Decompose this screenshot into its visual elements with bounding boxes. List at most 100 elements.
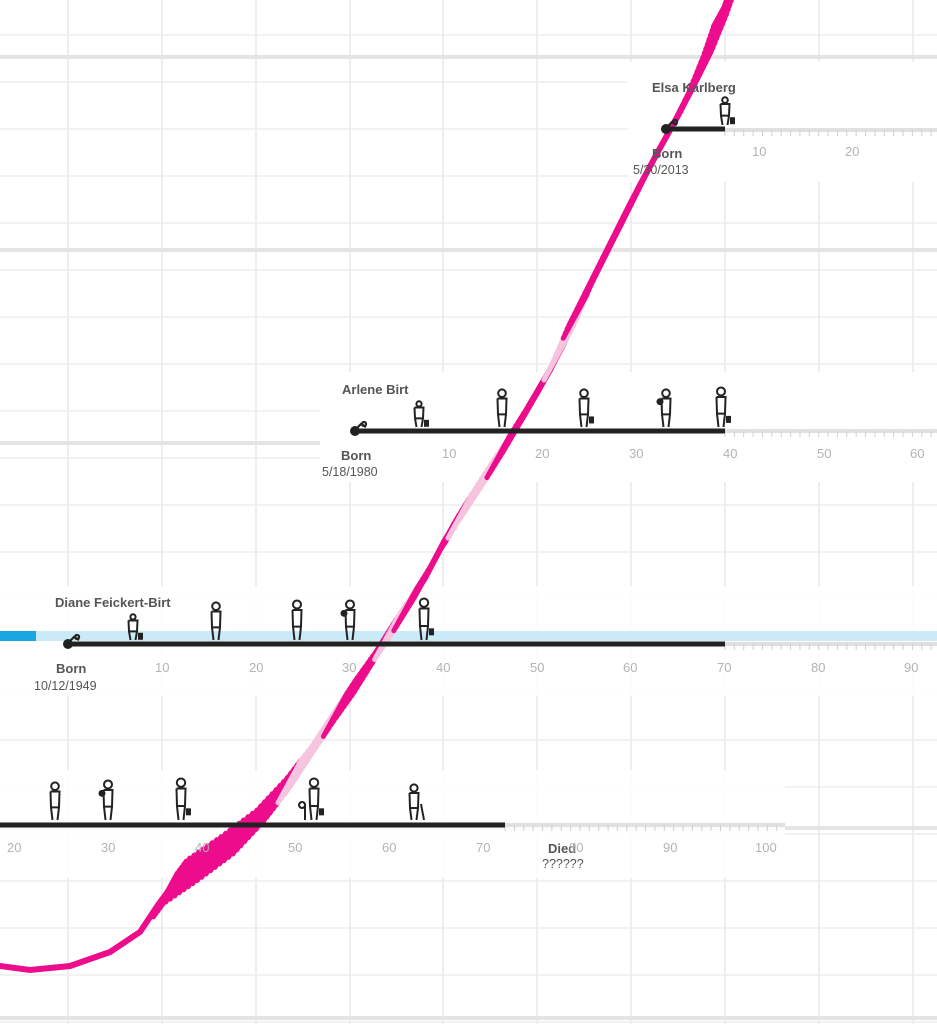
baby-icon xyxy=(68,633,81,643)
curve-segment-dark xyxy=(560,0,734,341)
briefcase-shape xyxy=(730,117,735,125)
person-backdrop xyxy=(628,62,937,182)
adult-with-baby-icon xyxy=(98,779,114,821)
age-tick-label: 10 xyxy=(155,660,169,675)
age-tick-label: 40 xyxy=(723,446,737,461)
figure-body xyxy=(418,607,430,641)
figure-body xyxy=(408,792,420,821)
figure-body xyxy=(715,396,727,428)
baby-shape xyxy=(355,420,368,430)
figure-head xyxy=(211,601,221,612)
age-tick-label: 20 xyxy=(845,144,859,159)
figure-body xyxy=(413,406,425,428)
baby-shape xyxy=(68,633,81,643)
adult-with-baby-icon xyxy=(656,388,672,428)
age-tick-label: 90 xyxy=(663,840,677,855)
lifelines xyxy=(0,124,937,831)
event-date: ?????? xyxy=(542,857,584,871)
age-tick-label: 30 xyxy=(342,660,356,675)
person-deceased: Died ?????? 20 30 40 50 60 70 80 90 100 xyxy=(7,840,777,871)
figure-head xyxy=(129,613,137,621)
figure-body xyxy=(291,609,303,641)
adult-icon xyxy=(291,599,303,641)
person-name: Arlene Birt xyxy=(342,382,409,397)
age-ruler xyxy=(504,823,785,831)
briefcase-shape xyxy=(138,632,143,640)
child-icon xyxy=(719,96,735,126)
baby-shape xyxy=(666,118,679,128)
adult-briefcase-icon xyxy=(578,388,594,428)
age-tick-label: 50 xyxy=(817,446,831,461)
age-tick-label: 90 xyxy=(904,660,918,675)
figure-head xyxy=(716,386,726,397)
age-tick-label: 70 xyxy=(476,840,490,855)
age-tick-label: 30 xyxy=(629,446,643,461)
figure-head xyxy=(345,599,355,610)
figure-body xyxy=(308,787,320,821)
held-baby-shape xyxy=(656,398,664,406)
figure-body xyxy=(210,610,222,641)
figure-body xyxy=(496,397,508,428)
event-label: Born xyxy=(56,661,86,676)
baby-icon xyxy=(355,420,368,430)
briefcase-shape xyxy=(424,419,429,427)
age-tick-label: 20 xyxy=(249,660,263,675)
event-date: 10/12/1949 xyxy=(34,679,97,693)
person-name: Elsa Karlberg xyxy=(652,80,736,95)
age-tick-label: 40 xyxy=(195,840,209,855)
adult-with-child-icon xyxy=(418,597,434,641)
adult-with-grandchild-icon xyxy=(298,777,324,821)
adult-with-child-icon xyxy=(715,386,731,428)
age-tick-label: 60 xyxy=(910,446,924,461)
figure-body xyxy=(127,619,139,641)
age-ruler xyxy=(724,429,937,437)
teen-icon xyxy=(496,388,508,428)
figure-head xyxy=(308,777,320,788)
age-tick-label: 20 xyxy=(7,840,21,855)
figure-body xyxy=(578,397,590,428)
highlight-band xyxy=(0,631,937,641)
event-date: 5/18/1980 xyxy=(322,465,378,479)
teen-icon xyxy=(210,601,222,641)
figure-head xyxy=(497,388,507,399)
age-tick-label: 70 xyxy=(717,660,731,675)
life-stage-icons xyxy=(49,96,735,821)
held-baby-shape xyxy=(98,789,106,797)
figure-body xyxy=(175,787,187,821)
figure-body xyxy=(49,790,61,821)
figure-head xyxy=(50,781,60,792)
curve-segment-dark xyxy=(150,758,303,920)
age-tick-label: 30 xyxy=(101,840,115,855)
figure-head xyxy=(415,400,423,408)
age-tick-label: 10 xyxy=(752,144,766,159)
figure-head xyxy=(661,388,671,399)
child-icon xyxy=(413,400,429,428)
age-ruler xyxy=(724,128,937,136)
person-name: Diane Feickert-Birt xyxy=(55,595,171,610)
age-tick-label: 100 xyxy=(755,840,777,855)
age-tick-label: 10 xyxy=(442,446,456,461)
adult-icon xyxy=(49,781,61,821)
figure-head xyxy=(175,777,187,788)
age-tick-label: 60 xyxy=(623,660,637,675)
adult-with-child-icon xyxy=(175,777,191,821)
pink-curve xyxy=(0,0,734,974)
held-baby-shape xyxy=(340,609,348,617)
highlight-band-accent xyxy=(0,631,36,641)
child-icon xyxy=(127,613,143,641)
briefcase-shape xyxy=(429,628,434,636)
figure-head xyxy=(103,779,113,790)
person-backdrop xyxy=(320,372,937,482)
age-tick-label: 80 xyxy=(569,840,583,855)
figure-body xyxy=(719,103,731,126)
briefcase-shape xyxy=(319,808,324,816)
event-date: 5/30/2013 xyxy=(633,163,689,177)
age-ruler xyxy=(724,642,937,650)
person-diane-feickert-birt: Diane Feickert-Birt Born 10/12/1949 10 2… xyxy=(34,595,918,693)
baby-icon xyxy=(666,118,679,128)
briefcase-shape xyxy=(589,416,594,424)
curve-stroke xyxy=(710,0,731,29)
adult-with-baby-icon xyxy=(340,599,356,641)
event-label: Born xyxy=(652,146,682,161)
figure-head xyxy=(418,597,430,608)
